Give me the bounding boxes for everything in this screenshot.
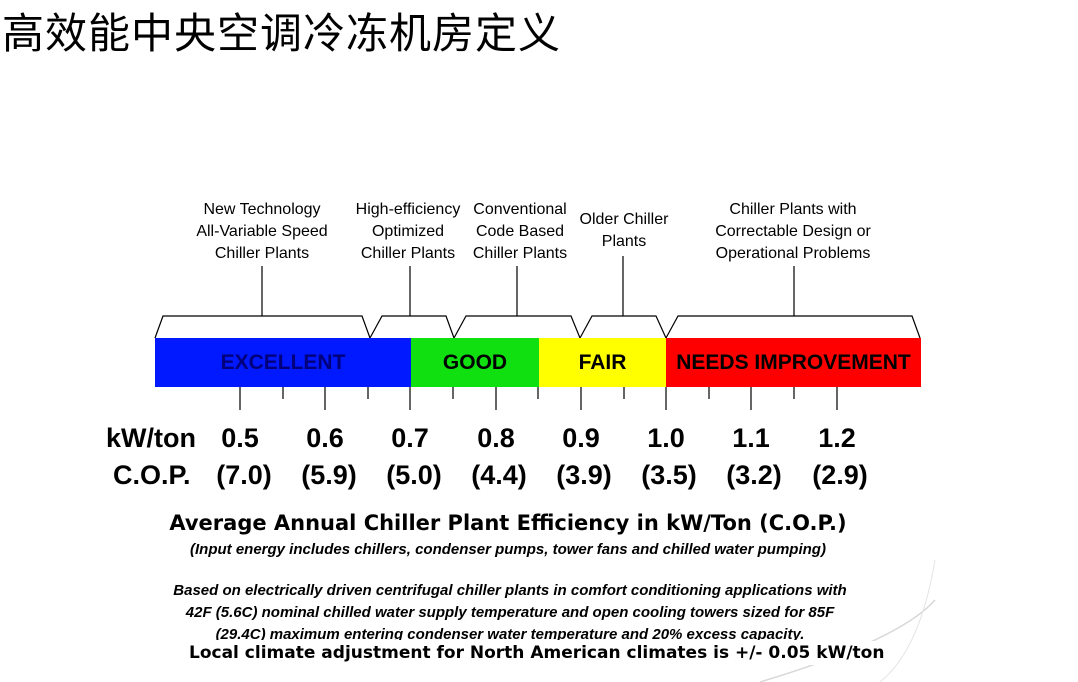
basis-note: Based on electrically driven centrifugal…	[100, 580, 920, 640]
band-good: GOOD	[411, 338, 539, 387]
category-line: Correctable Design or	[715, 223, 871, 240]
kw-ton-label: kW/ton	[106, 423, 196, 453]
category-line: Optimized	[371, 223, 445, 240]
kw-value: 1.2	[818, 423, 856, 453]
cop-value: (7.0)	[216, 460, 272, 490]
category-line: Operational Problems	[715, 245, 871, 262]
category-line: Conventional	[473, 201, 567, 218]
band-fair: FAIR	[539, 338, 666, 387]
category-high-efficiency: High-efficiency Optimized Chiller Plants	[351, 199, 465, 265]
cop-label: C.O.P.	[113, 460, 191, 490]
decorative-swoosh	[759, 599, 936, 682]
kw-value: 1.1	[732, 423, 770, 453]
category-line: All-Variable Speed	[196, 223, 328, 240]
kw-value: 0.8	[477, 423, 515, 453]
category-new-technology: New Technology All-Variable Speed Chille…	[190, 199, 334, 265]
bracket-older	[579, 315, 667, 339]
category-line: Older Chiller	[579, 211, 669, 228]
basis-line: Based on electrically driven centrifugal…	[173, 582, 847, 599]
category-line: Chiller Plants	[472, 245, 568, 262]
category-line: Code Based	[475, 223, 565, 240]
kw-value: 0.6	[306, 423, 344, 453]
basis-line: (29.4C) maximum entering condenser water…	[215, 626, 805, 640]
cop-value: (5.0)	[386, 460, 442, 490]
band-label: EXCELLENT	[220, 350, 346, 374]
band-label: FAIR	[578, 350, 627, 374]
category-older-chiller: Older Chiller Plants	[572, 209, 676, 253]
kw-value: 0.7	[391, 423, 429, 453]
cop-value: (3.5)	[641, 460, 697, 490]
cop-value: (2.9)	[812, 460, 868, 490]
kw-value: 0.9	[562, 423, 600, 453]
bracket-excellent	[154, 315, 371, 339]
cop-value: (3.9)	[556, 460, 612, 490]
page-title: 高效能中央空调冷冻机房定义	[2, 9, 562, 58]
bracket-conventional	[453, 315, 581, 339]
bracket-correctable	[665, 315, 921, 339]
basis-line: 42F (5.6C) nominal chilled water supply …	[185, 604, 835, 621]
bracket-high-efficiency	[369, 315, 455, 339]
kw-value: 0.5	[221, 423, 259, 453]
category-line: High-efficiency	[355, 201, 461, 218]
category-correctable: Chiller Plants with Correctable Design o…	[700, 199, 886, 265]
category-line: Chiller Plants	[214, 245, 310, 262]
band-label: GOOD	[442, 350, 508, 374]
category-conventional: Conventional Code Based Chiller Plants	[467, 199, 573, 265]
band-excellent: EXCELLENT	[155, 338, 411, 387]
climate-adjustment-note: Local climate adjustment for North Ameri…	[189, 641, 889, 665]
category-line: Chiller Plants	[360, 245, 456, 262]
decorative-swoosh	[879, 559, 936, 682]
cop-value: (3.2)	[726, 460, 782, 490]
input-energy-note: (Input energy includes chillers, condens…	[190, 541, 826, 558]
category-line: New Technology	[203, 201, 321, 218]
cop-value: (5.9)	[301, 460, 357, 490]
chart-heading: Average Annual Chiller Plant Efficiency …	[169, 511, 847, 535]
category-line: Chiller Plants with	[729, 201, 857, 218]
cop-value: (4.4)	[471, 460, 527, 490]
band-needs-improvement: NEEDS IMPROVEMENT	[666, 338, 921, 387]
band-label: NEEDS IMPROVEMENT	[676, 350, 911, 374]
kw-value: 1.0	[647, 423, 685, 453]
category-line: Plants	[601, 233, 647, 250]
